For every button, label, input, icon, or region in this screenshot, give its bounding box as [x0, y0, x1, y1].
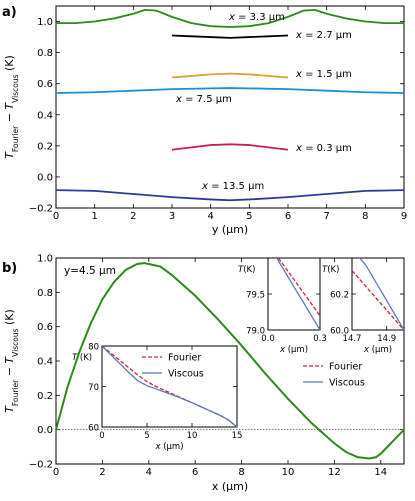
inset2-xtick-label: 0.0	[261, 334, 275, 344]
a-series-line-4	[171, 143, 289, 151]
inset2-series-0	[277, 258, 320, 316]
b-ytick-label: 0.6	[37, 322, 53, 333]
inset1-legend-label-1: Viscous	[168, 369, 204, 380]
a-ytick-label: 0.0	[37, 172, 53, 183]
b-ytick-label: 0.2	[37, 391, 53, 402]
inset-left-zoom: 0.0 0.3 79.0 79.5 T(K) x (μm)	[238, 257, 327, 355]
inset1-ylabel: T (K)	[72, 353, 92, 363]
panel-a-xlabel: y (μm)	[212, 223, 248, 236]
inset1-legend-label-0: Fourier	[168, 353, 201, 364]
panel-b-letter: b)	[2, 261, 17, 276]
panel-a-ylabel: TFourier − TViscous (K)	[3, 55, 20, 159]
inset3-ylabel: T(K)	[322, 265, 339, 275]
a-xtick-label: 3	[169, 211, 175, 222]
a-series-line-1	[171, 34, 289, 39]
a-series-line-0	[56, 8, 404, 28]
inset3-series-1	[358, 258, 404, 330]
inset1-ytick-label: 70	[88, 383, 99, 393]
b-ytick-label: −0.2	[29, 460, 53, 471]
inset2-ytick-label: 79.5	[246, 291, 265, 301]
inset3-ytick-label: 60.0	[330, 327, 349, 337]
a-xtick-label: 9	[401, 211, 407, 222]
b-xtick-label: 0	[53, 467, 59, 478]
panel-b-xlabel: x (μm)	[212, 480, 248, 493]
panel-a-letter: a)	[2, 5, 17, 20]
inset2-xlabel: x (μm)	[279, 345, 308, 355]
inset1-xtick-label: 0	[99, 431, 104, 441]
a-xtick-label: 4	[207, 211, 213, 222]
inset1-ytick-label: 80	[88, 343, 99, 353]
b-xtick-label: 14	[374, 467, 387, 478]
inset-temperature-profile: 0 5 10 15 60 70 80T (K) x (μm) Fourier Viscous	[72, 343, 242, 453]
b-xtick-label: 2	[99, 467, 105, 478]
inset3-xtick-label: 14.7	[343, 334, 362, 344]
a-xtick-label: 0	[53, 211, 59, 222]
a-ytick-label: 0.8	[37, 48, 53, 59]
panel-a-plot: 0 1 2 3 4 5 6 7 8 9 −0.2 0.0 0.2 0.4 0.6 0.8 1.0 x = 3.3 …	[29, 5, 407, 222]
a-ytick-label: −0.2	[29, 204, 53, 215]
a-xtick-label: 6	[285, 211, 291, 222]
inset1-series-1	[102, 346, 237, 427]
a-ytick-label: 1.0	[37, 17, 53, 28]
a-ytick-label: 0.4	[37, 110, 53, 121]
a-series-label-5: x = 13.5 μm	[201, 181, 264, 192]
panel-b-plot: 0 2 4 6 8 10 12 14 −0.2 0.0 0.2 0.4 0.6 0.8 1.0	[29, 254, 405, 478]
b-xtick-label: 12	[328, 467, 341, 478]
a-xtick-label: 5	[246, 211, 252, 222]
inset3-bg	[352, 258, 404, 330]
inset2-ylabel: T(K)	[238, 265, 255, 275]
inset2-xtick-label: 0.3	[313, 334, 327, 344]
inset1-ytick-label: 60	[88, 424, 99, 434]
b-ytick-label: 0.4	[37, 357, 53, 368]
inset2-series-1	[275, 258, 320, 330]
a-frame	[55, 5, 405, 209]
b-xtick-label: 6	[192, 467, 198, 478]
a-series-label-1: x = 2.7 μm	[295, 30, 352, 41]
inset-right-zoom: 14.7 14.9 60.0 60.2 T(K) x (μm)Fourier Viscous	[303, 257, 405, 389]
inset3-xtick-label: 14.9	[377, 334, 396, 344]
a-ytick-label: 0.6	[37, 79, 53, 90]
a-xtick-label: 7	[323, 211, 329, 222]
b-ytick-label: 1.0	[37, 254, 53, 265]
b-xtick-label: 10	[282, 467, 295, 478]
inset1-xtick-label: 5	[144, 431, 149, 441]
panel-b-ylabel: TFourier − TViscous (K)	[3, 309, 20, 413]
inset1-xlabel: x (μm)	[154, 442, 183, 452]
inset3-series-0	[352, 270, 404, 330]
inset3-ytick-label: 60.2	[330, 291, 349, 301]
b-series-line-0	[55, 262, 405, 460]
inset1-xtick-label: 15	[232, 431, 243, 441]
inset3-xlabel: x (μm)	[363, 345, 392, 355]
b-ytick-label: 0.0	[37, 425, 53, 436]
a-series-label-0: x = 3.3 μm	[228, 12, 285, 23]
a-series-line-3	[55, 87, 405, 94]
a-series-label-3: x = 7.5 μm	[175, 94, 232, 105]
inset2-bg	[268, 258, 320, 330]
a-series-line-5	[55, 189, 405, 202]
a-xtick-label: 1	[91, 211, 97, 222]
inset3-legend-label-0: Fourier	[329, 362, 362, 373]
inset1-xtick-label: 10	[187, 431, 198, 441]
inset2-ytick-label: 79.0	[246, 327, 265, 337]
a-xtick-label: 8	[362, 211, 368, 222]
b-xtick-label: 4	[146, 467, 152, 478]
a-xtick-label: 2	[130, 211, 136, 222]
a-series-label-2: x = 1.5 μm	[295, 69, 352, 80]
b-ytick-label: 0.8	[37, 288, 53, 299]
panel-b-annotation: y=4.5 μm	[64, 265, 116, 277]
a-series-line-2	[171, 72, 289, 79]
a-ytick-label: 0.2	[37, 141, 53, 152]
inset3-legend-label-1: Viscous	[329, 378, 365, 389]
a-series-label-4: x = 0.3 μm	[295, 143, 352, 154]
b-xtick-label: 8	[238, 467, 244, 478]
